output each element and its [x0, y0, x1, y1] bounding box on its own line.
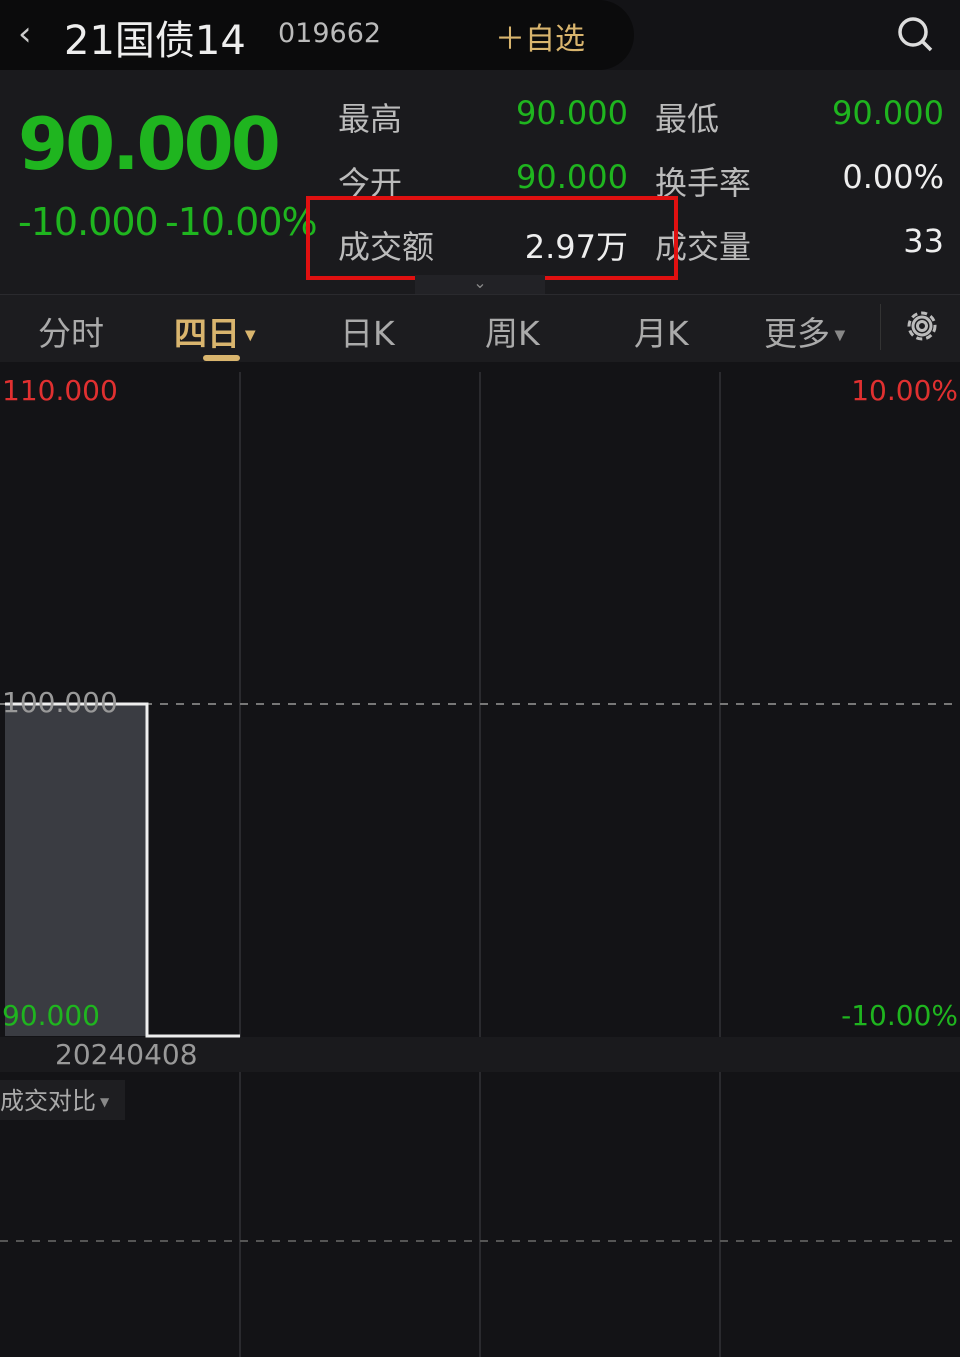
price-change-pct: -10.00% [165, 200, 318, 244]
tab-more[interactable]: 更多 ▼ [764, 307, 845, 355]
y-tick-min: 90.000 [2, 999, 100, 1032]
dropdown-icon: ▼ [830, 327, 846, 344]
price-line [5, 702, 240, 1038]
stat-label-high: 最高 [338, 100, 403, 138]
gear-icon[interactable] [902, 306, 942, 346]
last-price: 90.000 [18, 102, 281, 186]
y-tick-right-min: -10.00% [841, 999, 958, 1032]
top-bar [0, 0, 634, 70]
x-tick-date: 20240408 [55, 1038, 198, 1071]
stat-label-amount: 成交额 [338, 228, 435, 266]
volume-selector[interactable]: 成交对比 [0, 1087, 96, 1115]
tab-label: 更多 [764, 314, 830, 353]
price-chart[interactable]: 110.000 100.000 90.000 10.00% -10.00% 20… [0, 362, 960, 1357]
stat-value-low: 90.000 [832, 94, 944, 132]
tab-daily-k[interactable]: 日K [340, 314, 395, 353]
stat-label-open: 今开 [338, 164, 403, 202]
expand-chevron-icon[interactable]: ⌄ [415, 275, 545, 294]
tab-monthly-k[interactable]: 月K [634, 314, 689, 353]
add-favorite-button[interactable]: ＋自选 [495, 22, 585, 57]
date-axis-band [0, 1037, 960, 1072]
price-change: -10.000 [18, 200, 159, 244]
dropdown-icon: ▼ [100, 1095, 110, 1109]
tab-weekly-k[interactable]: 周K [485, 314, 540, 353]
tab-four-day[interactable]: 四日 ▼ [174, 307, 256, 355]
stat-label-turnover: 换手率 [655, 164, 752, 202]
stat-value-turnover: 0.00% [842, 158, 944, 196]
y-tick-mid: 100.000 [2, 686, 118, 719]
security-code: 019662 [278, 18, 382, 49]
highlight-box [306, 196, 678, 280]
stat-value-amount: 2.97万 [524, 228, 628, 266]
search-icon[interactable] [895, 14, 935, 54]
stat-value-volume: 33 [903, 222, 944, 260]
security-name: 21国债14 [64, 18, 246, 64]
quote-panel [0, 70, 960, 294]
dropdown-icon: ▼ [240, 327, 256, 344]
price-area [5, 704, 147, 1036]
y-tick-max: 110.000 [2, 374, 118, 407]
y-tick-right-max: 10.00% [851, 374, 958, 407]
stat-label-low: 最低 [655, 100, 720, 138]
tab-intraday[interactable]: 分时 [38, 314, 104, 353]
stat-label-volume: 成交量 [655, 228, 752, 266]
period-tabs: 分时 四日 ▼ 日K 周K 月K 更多 ▼ [0, 294, 960, 362]
stat-value-open: 90.000 [516, 158, 628, 196]
divider [880, 304, 881, 350]
volume-selector-bg [0, 1080, 125, 1120]
tab-label: 四日 [174, 314, 240, 353]
chevron-left-icon[interactable]: ‹ [18, 14, 32, 54]
stat-value-high: 90.000 [516, 94, 628, 132]
active-tab-indicator [203, 355, 240, 361]
